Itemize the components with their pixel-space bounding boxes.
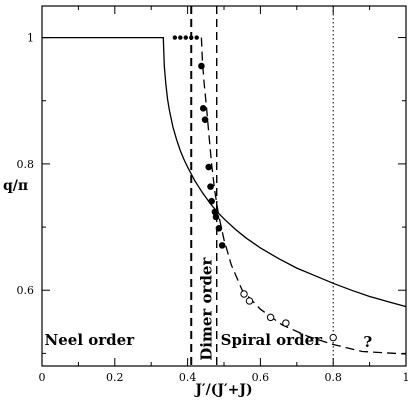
y-tick-label: 1 xyxy=(27,32,34,45)
open-data-point xyxy=(282,319,290,327)
open-data-point xyxy=(240,290,248,298)
filled-data-point xyxy=(172,35,178,40)
quantum-curve xyxy=(200,37,407,355)
region-label: Dimer order xyxy=(197,257,215,361)
filled-data-point xyxy=(211,208,219,216)
region-label: ? xyxy=(363,333,372,351)
open-data-point xyxy=(245,297,254,305)
x-tick-label: 0.8 xyxy=(324,371,342,384)
filled-data-point xyxy=(212,213,220,221)
plot-frame xyxy=(41,5,407,367)
filled-data-point xyxy=(194,35,199,40)
open-data-point xyxy=(329,333,337,342)
filled-data-point xyxy=(218,242,226,249)
y-axis-label: q/π xyxy=(3,178,28,194)
filled-data-point xyxy=(215,225,223,232)
region-label: Neel order xyxy=(45,331,136,349)
x-tick-label: 1 xyxy=(403,371,410,384)
filled-data-point xyxy=(201,116,209,123)
x-tick-label: 0.2 xyxy=(106,371,124,384)
open-data-point xyxy=(266,313,275,322)
x-tick-label: 0.6 xyxy=(252,371,270,384)
filled-data-point xyxy=(208,197,215,205)
region-label: Spiral order xyxy=(221,331,324,349)
x-axis-label: J′/(J′+J) xyxy=(193,382,252,398)
filled-data-point xyxy=(189,35,194,40)
filled-data-point xyxy=(178,35,183,40)
filled-data-point xyxy=(205,163,213,171)
filled-data-point xyxy=(199,105,207,112)
filled-data-point xyxy=(183,35,188,40)
y-tick-label: 0.8 xyxy=(17,158,35,171)
filled-data-point xyxy=(198,62,205,70)
classical-curve xyxy=(42,36,407,308)
x-tick-label: 0.4 xyxy=(179,371,197,384)
x-tick-label: 0 xyxy=(39,371,46,384)
y-tick-label: 0.6 xyxy=(17,284,35,297)
filled-data-point xyxy=(207,183,214,190)
